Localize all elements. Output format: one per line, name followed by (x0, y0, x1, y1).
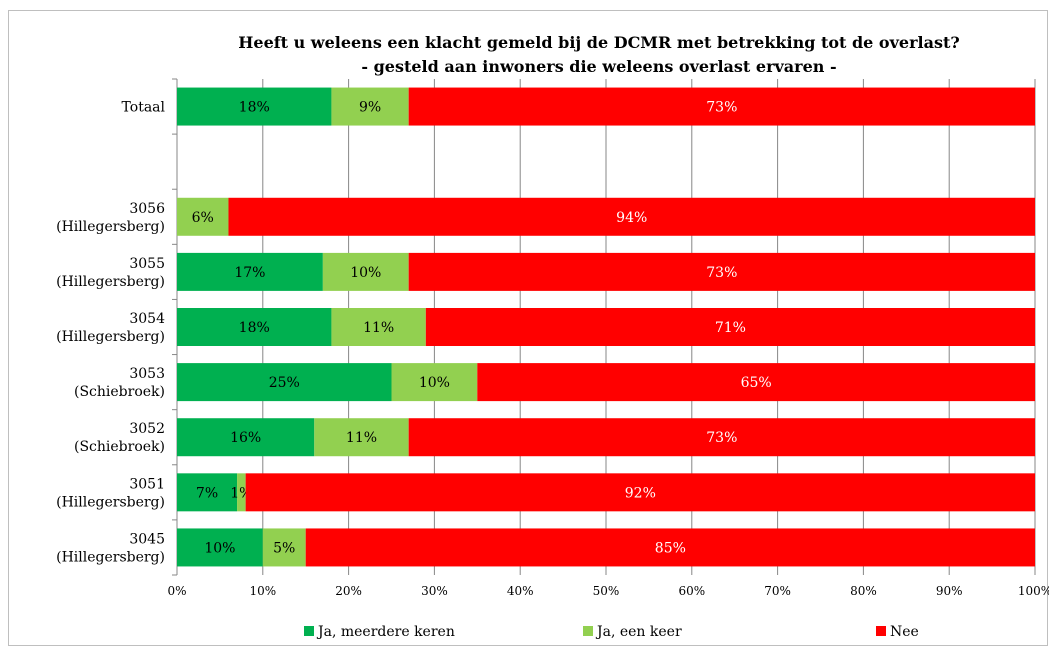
bar-segment (331, 308, 426, 346)
bar-value-label: 94% (616, 210, 647, 226)
bar-value-label: 65% (741, 375, 772, 391)
bar-segment (331, 87, 409, 126)
bars-layer: 18% 9% 73% 6% 94% 17% 10% 73% 18% 11% 71% 25% 10% 65%… (177, 87, 1036, 567)
bar-segment (305, 528, 1035, 567)
bar-segment (262, 528, 306, 567)
category-label-line: (Hillegersberg) (56, 549, 165, 565)
chart-frame: Heeft u weleens een klacht gemeld bij de… (8, 10, 1052, 646)
legend-swatch (876, 626, 886, 636)
bar-segment (177, 197, 229, 236)
x-tick-label: 60% (678, 584, 705, 598)
category-label-line: (Hillegersberg) (56, 219, 165, 235)
x-tick-label: 10% (249, 584, 276, 598)
bar-value-label: 18% (239, 100, 270, 116)
category-label-line: 3055 (129, 256, 165, 272)
bar-value-label: 17% (234, 265, 265, 281)
bar-segment (177, 308, 332, 346)
bar-value-label: 10% (419, 375, 450, 391)
stacked-bar-chart: Heeft u weleens een klacht gemeld bij de… (56, 33, 1052, 640)
bar-segment (408, 87, 1035, 126)
bar-value-label: 11% (346, 430, 377, 446)
legend-item: Ja, meerdere keren (304, 624, 455, 640)
category-labels: Totaal 3056 (Hillegersberg) 3055 (Hillegersb… (56, 100, 165, 566)
bar-segment (314, 418, 409, 457)
x-tick-label: 80% (850, 584, 877, 598)
bar-segment (177, 473, 238, 512)
bar-segment (391, 363, 478, 402)
x-tick-label: 0% (167, 584, 186, 598)
x-tick-label: 20% (335, 584, 362, 598)
legend: Ja, meerdere keren Ja, een keer Nee (304, 624, 919, 640)
category-label-line: (Schiebroek) (74, 439, 165, 455)
category-label: 3055 (Hillegersberg) (56, 256, 165, 290)
bar-segment (322, 252, 409, 291)
bar-value-label: 9% (359, 100, 381, 116)
bar-value-label: 16% (230, 430, 261, 446)
bar-value-label: 71% (715, 320, 746, 336)
x-tick-label: 50% (593, 584, 620, 598)
category-label-line: Totaal (122, 100, 166, 116)
bar-segment (177, 528, 263, 567)
bar-segment (425, 308, 1035, 346)
category-label: 3051 (Hillegersberg) (56, 476, 165, 510)
bar-segment (237, 473, 246, 512)
legend-label: Ja, een keer (595, 624, 682, 640)
legend-label: Nee (890, 624, 919, 640)
category-label: 3052 (Schiebroek) (74, 421, 165, 455)
x-tick-label: 40% (507, 584, 534, 598)
bar-value-label: 11% (363, 320, 394, 336)
bar-value-label: 73% (706, 430, 737, 446)
bar-value-label: 10% (204, 540, 235, 556)
x-tick-label: 90% (936, 584, 963, 598)
category-label: 3056 (Hillegersberg) (56, 201, 165, 235)
category-label: 3054 (Hillegersberg) (56, 311, 165, 345)
category-label-line: 3051 (129, 476, 165, 492)
bar-segment (408, 418, 1035, 457)
bar-segment (177, 87, 332, 126)
x-axis-ticks: 0% 10% 20% 30% 40% 50% 60% 70% 80% 90% 100% (167, 584, 1052, 598)
bar-value-label: 85% (655, 540, 686, 556)
bar-value-label: 73% (706, 265, 737, 281)
bar-value-label: 7% (196, 485, 218, 501)
bar-segment (477, 363, 1035, 402)
bar-segment (177, 418, 315, 457)
legend-swatch (304, 626, 314, 636)
category-label-line: 3052 (129, 421, 165, 437)
category-label-line: (Hillegersberg) (56, 274, 165, 290)
bar-value-label: 92% (625, 485, 656, 501)
legend-item: Nee (876, 624, 919, 640)
x-tick-label: 30% (421, 584, 448, 598)
legend-swatch (583, 626, 593, 636)
chart-title: Heeft u weleens een klacht gemeld bij de… (238, 33, 959, 52)
category-label: 3053 (Schiebroek) (74, 366, 165, 400)
bar-value-label: 6% (192, 210, 214, 226)
category-label: 3045 (Hillegersberg) (56, 531, 165, 565)
bar-segment (228, 197, 1036, 236)
chart-subtitle: - gesteld aan inwoners die weleens overl… (361, 57, 836, 76)
bar-value-label: 25% (269, 375, 300, 391)
bar-value-label: 5% (273, 540, 295, 556)
category-label-line: 3054 (129, 311, 165, 327)
category-label-line: 3053 (129, 366, 165, 382)
bar-segment (177, 252, 323, 291)
x-tick-label: 70% (764, 584, 791, 598)
bar-segment (177, 363, 392, 402)
category-label: Totaal (122, 100, 166, 116)
legend-label: Ja, meerdere keren (316, 624, 455, 640)
bar-segment (245, 473, 1035, 512)
category-label-line: (Schiebroek) (74, 384, 165, 400)
bar-value-label: 18% (239, 320, 270, 336)
category-label-line: 3045 (129, 531, 165, 547)
category-label-line: 3056 (129, 201, 165, 217)
bar-segment (408, 252, 1035, 291)
bar-value-label: 10% (350, 265, 381, 281)
legend-item: Ja, een keer (583, 624, 682, 640)
x-tick-label: 100% (1018, 584, 1049, 598)
bar-value-label: 73% (706, 100, 737, 116)
category-label-line: (Hillegersberg) (56, 494, 165, 510)
category-label-line: (Hillegersberg) (56, 329, 165, 345)
